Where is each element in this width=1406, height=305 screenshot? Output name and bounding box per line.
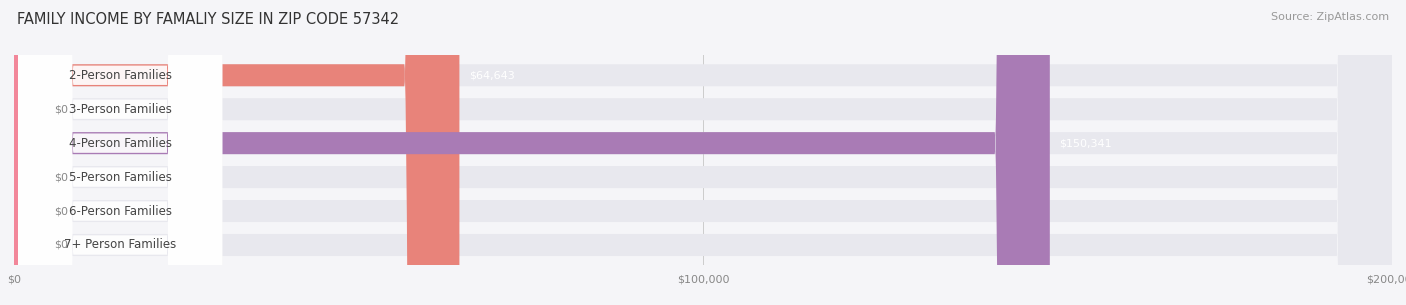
Text: $64,643: $64,643 [470, 70, 515, 80]
Text: Source: ZipAtlas.com: Source: ZipAtlas.com [1271, 12, 1389, 22]
Text: 7+ Person Families: 7+ Person Families [65, 239, 176, 252]
FancyBboxPatch shape [14, 0, 1392, 305]
FancyBboxPatch shape [18, 0, 222, 305]
Text: $0: $0 [53, 172, 67, 182]
FancyBboxPatch shape [18, 0, 222, 305]
Text: $0: $0 [53, 104, 67, 114]
FancyBboxPatch shape [0, 0, 69, 305]
FancyBboxPatch shape [18, 0, 222, 305]
Text: 2-Person Families: 2-Person Families [69, 69, 172, 82]
FancyBboxPatch shape [14, 0, 1392, 305]
Text: $0: $0 [53, 240, 67, 250]
FancyBboxPatch shape [14, 0, 1392, 305]
FancyBboxPatch shape [14, 0, 1392, 305]
FancyBboxPatch shape [14, 0, 1392, 305]
Text: $150,341: $150,341 [1060, 138, 1112, 148]
FancyBboxPatch shape [14, 0, 460, 305]
Text: $0: $0 [53, 206, 67, 216]
FancyBboxPatch shape [18, 0, 222, 305]
Text: 4-Person Families: 4-Person Families [69, 137, 172, 150]
Text: 3-Person Families: 3-Person Families [69, 103, 172, 116]
Text: 5-Person Families: 5-Person Families [69, 170, 172, 184]
Text: FAMILY INCOME BY FAMALIY SIZE IN ZIP CODE 57342: FAMILY INCOME BY FAMALIY SIZE IN ZIP COD… [17, 12, 399, 27]
FancyBboxPatch shape [14, 0, 1050, 305]
Text: 6-Person Families: 6-Person Families [69, 205, 172, 217]
FancyBboxPatch shape [0, 0, 69, 305]
FancyBboxPatch shape [14, 0, 1392, 305]
FancyBboxPatch shape [0, 0, 69, 305]
FancyBboxPatch shape [18, 0, 222, 305]
FancyBboxPatch shape [18, 0, 222, 305]
FancyBboxPatch shape [0, 0, 69, 305]
